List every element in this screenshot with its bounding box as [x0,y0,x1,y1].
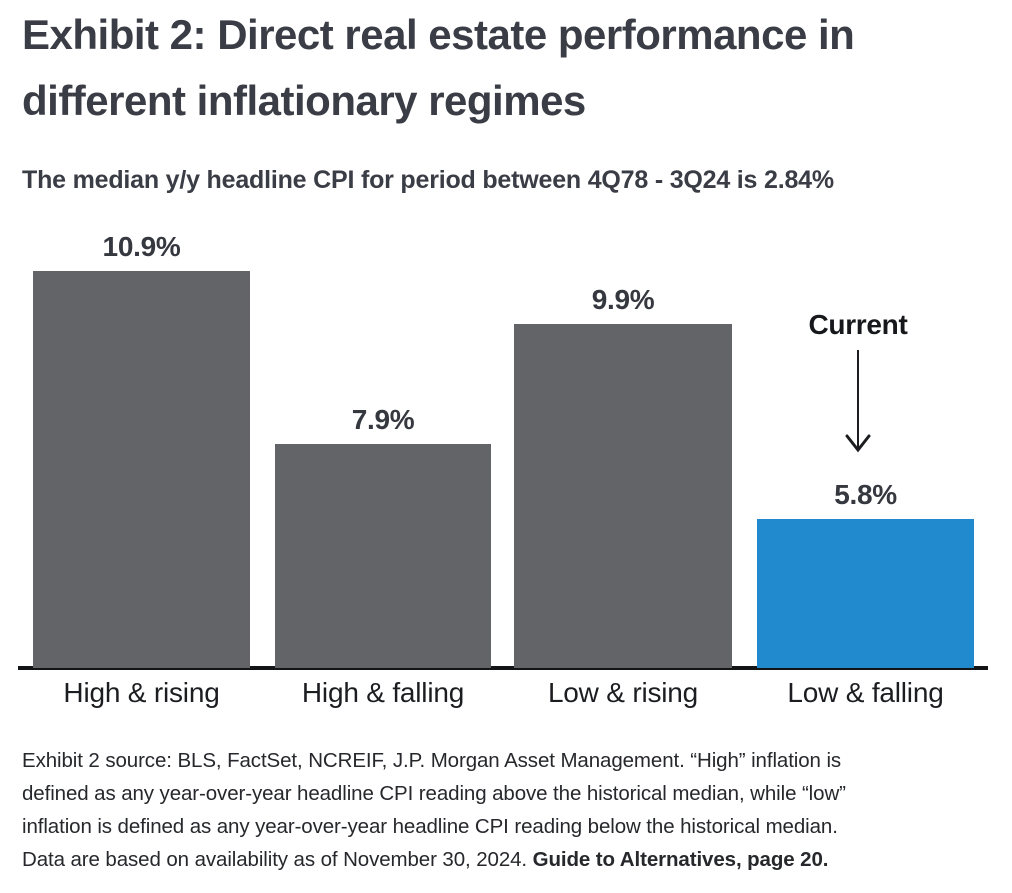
current-arrow-icon [845,350,871,453]
footnote-line: inflation is defined as any year-over-ye… [22,815,838,838]
bar-high-falling [275,444,491,668]
bar-category-label-low-rising: Low & rising [547,677,699,708]
footnote-line: Data are based on availability as of Nov… [22,848,829,871]
page-title: Exhibit 2: Direct real estate performanc… [22,11,855,124]
footnote-line: Exhibit 2 source: BLS, FactSet, NCREIF, … [22,749,842,772]
bar-value-label-high-rising: 10.9% [102,231,181,262]
current-annotation-label: Current [808,309,908,340]
footnote-line: defined as any year-over-year headline C… [22,782,846,805]
source-footnote: Exhibit 2 source: BLS, FactSet, NCREIF, … [22,744,1002,876]
bar-low-rising [514,324,732,668]
bar-category-label-high-rising: High & rising [63,677,220,708]
bar-low-falling [757,519,974,668]
guide-reference: Guide to Alternatives, page 20. [532,848,829,871]
bar-category-label-low-falling: Low & falling [787,677,944,708]
bar-value-label-low-rising: 9.9% [591,284,655,315]
chart-subtitle: The median y/y headline CPI for period b… [22,166,834,194]
bar-value-label-low-falling: 5.8% [834,479,897,510]
bar-category-label-high-falling: High & falling [301,677,465,708]
bar-value-label-high-falling: 7.9% [351,404,415,435]
x-axis-line [18,666,988,670]
bar-high-rising [33,271,250,668]
